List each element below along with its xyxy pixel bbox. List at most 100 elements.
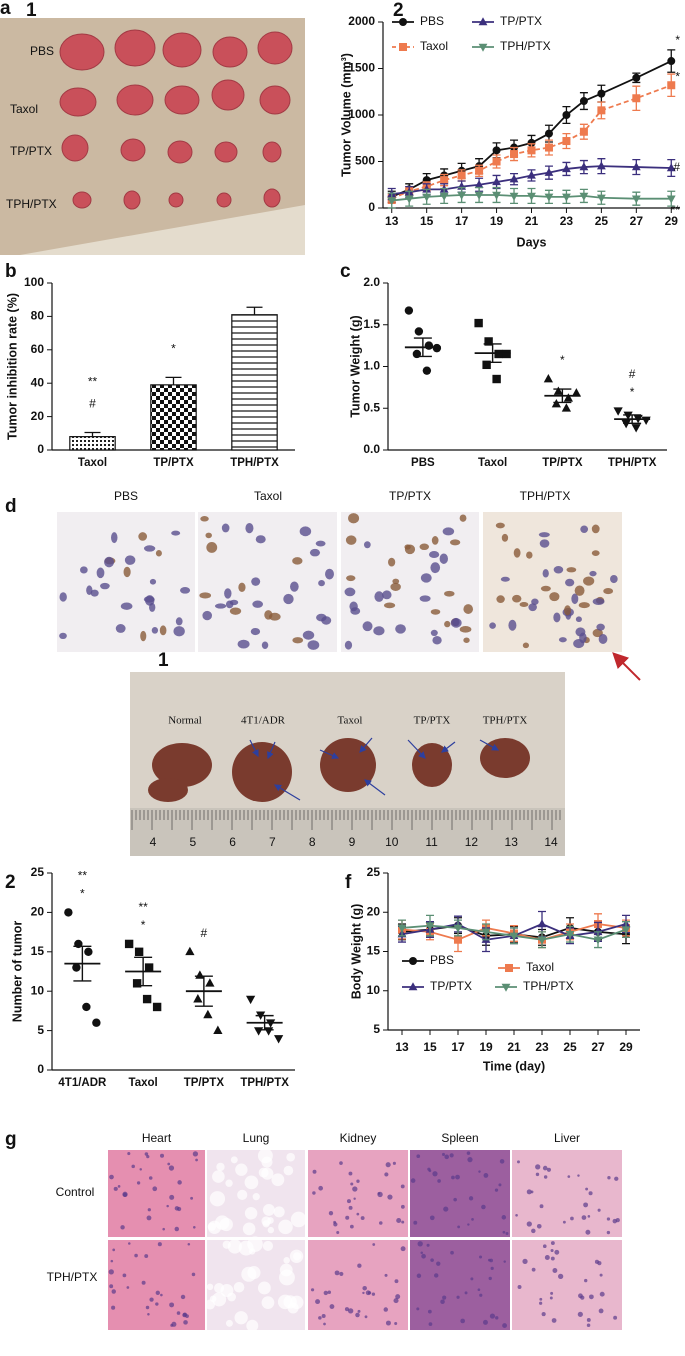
cell <box>187 1242 191 1246</box>
cell-nucleus <box>489 622 496 629</box>
cell <box>128 1242 131 1245</box>
marker <box>501 983 511 992</box>
ruler-number: 5 <box>189 835 196 849</box>
marker <box>510 150 519 159</box>
x-tick-label: TP/PTX <box>184 1077 225 1089</box>
cell <box>356 1179 360 1183</box>
marker <box>142 994 152 1004</box>
cell-nucleus <box>292 637 304 644</box>
ruler-number: 13 <box>505 835 519 849</box>
panel-letter: d <box>5 496 17 517</box>
cell <box>233 1281 245 1293</box>
cell <box>606 1217 611 1221</box>
cell-nucleus <box>283 593 294 605</box>
cell <box>441 1152 446 1156</box>
cell-nucleus <box>290 581 299 592</box>
cell <box>348 1205 353 1210</box>
legend-label: Taxol <box>420 39 448 53</box>
marker <box>195 970 205 979</box>
cell <box>437 1179 441 1183</box>
tumors <box>59 29 293 210</box>
marker <box>563 393 573 402</box>
row-label: TPH/PTX <box>47 1270 98 1284</box>
cell <box>110 1259 114 1263</box>
cell-nucleus <box>206 542 218 553</box>
y-axis-label: Body Weight (g) <box>349 904 363 1000</box>
y-axis-label: Tumor Weight (g) <box>348 315 362 417</box>
cell <box>346 1199 351 1204</box>
cell <box>117 1185 121 1188</box>
y-tick-label: 2.0 <box>363 275 380 289</box>
cell <box>176 1311 181 1315</box>
cell <box>310 1288 315 1292</box>
cell-nucleus <box>374 591 384 602</box>
marker <box>527 138 536 147</box>
photo-label: Normal <box>168 715 202 727</box>
cell <box>170 1323 174 1327</box>
cell <box>581 1215 587 1220</box>
y-tick-label: 500 <box>355 154 375 168</box>
x-tick-label: 17 <box>455 214 469 228</box>
cell <box>577 1311 583 1317</box>
x-axis-label: Days <box>517 235 547 249</box>
marker <box>562 111 571 119</box>
cell <box>583 1202 589 1208</box>
cell <box>542 1165 548 1171</box>
cell-nucleus <box>501 533 509 542</box>
cell <box>206 1283 214 1291</box>
cell-nucleus <box>566 567 577 573</box>
cell-nucleus <box>500 576 510 582</box>
cell-nucleus <box>392 578 400 584</box>
cell <box>549 1296 553 1300</box>
legend-label: TPH/PTX <box>500 39 551 53</box>
x-tick-label: 23 <box>535 1040 549 1054</box>
cell-nucleus <box>431 536 439 545</box>
histology-image <box>308 1150 408 1237</box>
cell-nucleus <box>553 566 564 574</box>
cell <box>371 1292 376 1296</box>
cell-nucleus <box>180 587 191 594</box>
annotation: * <box>80 887 85 901</box>
annotation: * <box>171 342 176 356</box>
cell <box>427 1167 431 1171</box>
cell <box>169 1302 175 1308</box>
panel-number: 1 <box>158 650 169 671</box>
micrograph <box>198 512 337 652</box>
ruler-number: 6 <box>229 835 236 849</box>
cell <box>212 1292 227 1307</box>
cell <box>350 1182 354 1186</box>
cell <box>157 1242 162 1247</box>
ruler-number: 7 <box>269 835 276 849</box>
marker <box>544 167 554 176</box>
panel-label: b <box>5 261 17 282</box>
x-tick-label: 23 <box>560 214 574 228</box>
cell-nucleus <box>318 579 325 587</box>
histology-image <box>512 1240 622 1330</box>
cell-nucleus <box>542 569 549 578</box>
x-tick-label: 27 <box>591 1040 605 1054</box>
cell <box>290 1211 307 1228</box>
cell <box>238 1240 254 1256</box>
cell <box>185 1314 189 1319</box>
cell <box>526 1189 532 1195</box>
marker <box>596 194 606 203</box>
cell-nucleus <box>345 535 357 545</box>
cell <box>278 1219 293 1235</box>
image-title: TPH/PTX <box>520 489 571 503</box>
cell <box>586 1323 591 1328</box>
x-tick-label: Taxol <box>129 1077 158 1089</box>
marker <box>453 924 463 933</box>
marker <box>667 57 676 66</box>
cell <box>113 1186 118 1191</box>
cell <box>262 1240 274 1252</box>
marker <box>409 957 417 965</box>
cell-nucleus <box>252 600 263 608</box>
marker <box>425 922 435 931</box>
ruler-number: 4 <box>150 835 157 849</box>
cell <box>174 1226 180 1232</box>
marker <box>399 43 407 51</box>
cell <box>471 1218 474 1221</box>
cell <box>536 1223 542 1229</box>
chart: 2 0 500 1000 1500 2000 Tumor Volume (mm³) 13 15 1… <box>339 0 680 249</box>
cell <box>283 1256 290 1264</box>
